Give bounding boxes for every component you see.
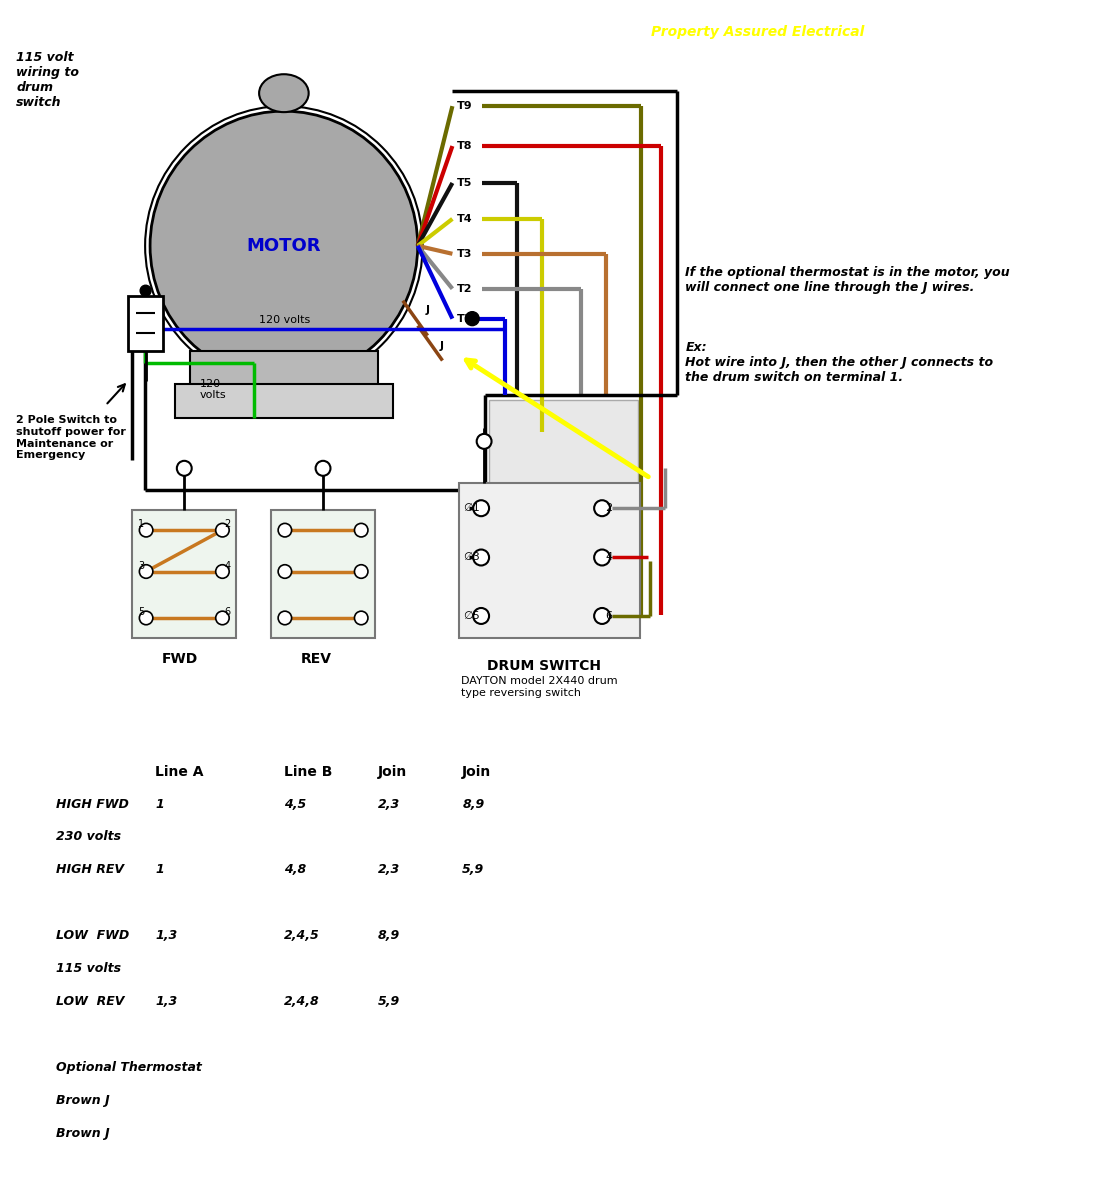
Bar	[132, 510, 236, 638]
Circle shape	[465, 312, 480, 325]
Circle shape	[216, 523, 229, 536]
Text: T3: T3	[458, 248, 473, 259]
Text: 2,3: 2,3	[378, 798, 400, 810]
Circle shape	[476, 434, 492, 449]
Text: 1: 1	[139, 520, 144, 529]
Text: 2 Pole Switch to
shutoff power for
Maintenance or
Emergency: 2 Pole Switch to shutoff power for Maint…	[16, 415, 126, 461]
Text: J: J	[440, 341, 443, 350]
Text: J: J	[426, 305, 430, 314]
Circle shape	[140, 611, 153, 625]
Circle shape	[278, 565, 292, 578]
Text: 230 volts: 230 volts	[56, 830, 121, 844]
Text: 6: 6	[224, 607, 231, 617]
Text: T9: T9	[458, 101, 473, 112]
Text: T8: T8	[458, 142, 473, 151]
Text: 4,5: 4,5	[284, 798, 306, 810]
Text: 8,9: 8,9	[462, 798, 485, 810]
Circle shape	[473, 550, 490, 565]
Circle shape	[594, 550, 610, 565]
Circle shape	[278, 611, 292, 625]
Text: 5: 5	[139, 607, 144, 617]
Circle shape	[354, 523, 367, 536]
Text: DRUM SWITCH: DRUM SWITCH	[487, 659, 601, 673]
Text: 4: 4	[224, 560, 231, 570]
Text: 120 volts: 120 volts	[260, 314, 310, 325]
Text: HIGH FWD: HIGH FWD	[56, 798, 129, 810]
Text: DAYTON model 2X440 drum
type reversing switch: DAYTON model 2X440 drum type reversing s…	[461, 676, 618, 697]
Text: FWD: FWD	[162, 652, 198, 666]
Text: T5: T5	[458, 178, 473, 188]
Text: 8,9: 8,9	[378, 929, 400, 942]
Text: ∅1: ∅1	[463, 503, 480, 514]
Text: 1,3: 1,3	[155, 995, 177, 1008]
Text: 4,8: 4,8	[284, 863, 306, 876]
Text: 6: 6	[605, 611, 612, 620]
Text: Join: Join	[378, 764, 407, 779]
Text: LOW  REV: LOW REV	[56, 995, 124, 1008]
Text: 1: 1	[155, 798, 164, 810]
Text: 1,3: 1,3	[155, 929, 177, 942]
Circle shape	[473, 608, 490, 624]
Text: T4: T4	[458, 214, 473, 224]
Text: Property Assured Electrical: Property Assured Electrical	[650, 25, 864, 40]
Text: LOW  FWD: LOW FWD	[56, 929, 129, 942]
Text: 2,4,5: 2,4,5	[284, 929, 320, 942]
Circle shape	[354, 611, 367, 625]
Circle shape	[140, 565, 153, 578]
Circle shape	[150, 112, 418, 380]
Bar	[175, 384, 393, 419]
Text: If the optional thermostat is in the motor, you
will connect one line through th: If the optional thermostat is in the mot…	[685, 265, 1010, 294]
Circle shape	[140, 286, 151, 296]
Circle shape	[140, 523, 153, 536]
Text: ∅5: ∅5	[463, 611, 480, 620]
Text: 5,9: 5,9	[378, 995, 400, 1008]
Text: 5,9: 5,9	[462, 863, 485, 876]
Text: T1: T1	[458, 313, 473, 324]
Text: 1: 1	[155, 863, 164, 876]
Text: ∅3: ∅3	[463, 552, 480, 563]
Text: Brown J: Brown J	[56, 1127, 110, 1140]
Text: 2,4,8: 2,4,8	[284, 995, 320, 1008]
Text: 115 volts: 115 volts	[56, 962, 121, 976]
Text: 115 volt
wiring to
drum
switch: 115 volt wiring to drum switch	[16, 52, 79, 109]
Circle shape	[216, 565, 229, 578]
Circle shape	[316, 461, 330, 475]
Text: T2: T2	[458, 283, 473, 294]
Text: 2,3: 2,3	[378, 863, 400, 876]
Text: 4: 4	[605, 552, 613, 563]
Circle shape	[594, 500, 610, 516]
Text: Join: Join	[462, 764, 492, 779]
Bar	[271, 510, 375, 638]
Text: 3: 3	[139, 560, 144, 570]
Circle shape	[177, 461, 191, 475]
Text: 2: 2	[224, 520, 231, 529]
Bar	[189, 350, 378, 385]
Bar	[129, 295, 163, 350]
Text: Line A: Line A	[155, 764, 204, 779]
Circle shape	[354, 565, 367, 578]
Circle shape	[216, 611, 229, 625]
Text: HIGH REV: HIGH REV	[56, 863, 124, 876]
Ellipse shape	[260, 74, 309, 112]
Bar	[490, 401, 638, 610]
Bar	[460, 484, 640, 638]
Text: Ex:
Hot wire into J, then the other J connects to
the drum switch on terminal 1.: Ex: Hot wire into J, then the other J co…	[685, 341, 993, 384]
Text: Line B: Line B	[284, 764, 332, 779]
Circle shape	[473, 500, 490, 516]
Text: REV: REV	[300, 652, 332, 666]
Text: Brown J: Brown J	[56, 1094, 110, 1106]
Circle shape	[278, 523, 292, 536]
Text: 120
volts: 120 volts	[199, 378, 227, 400]
Text: 2: 2	[605, 503, 613, 514]
Circle shape	[594, 608, 610, 624]
Text: MOTOR: MOTOR	[246, 236, 321, 254]
Text: Optional Thermostat: Optional Thermostat	[56, 1061, 201, 1074]
